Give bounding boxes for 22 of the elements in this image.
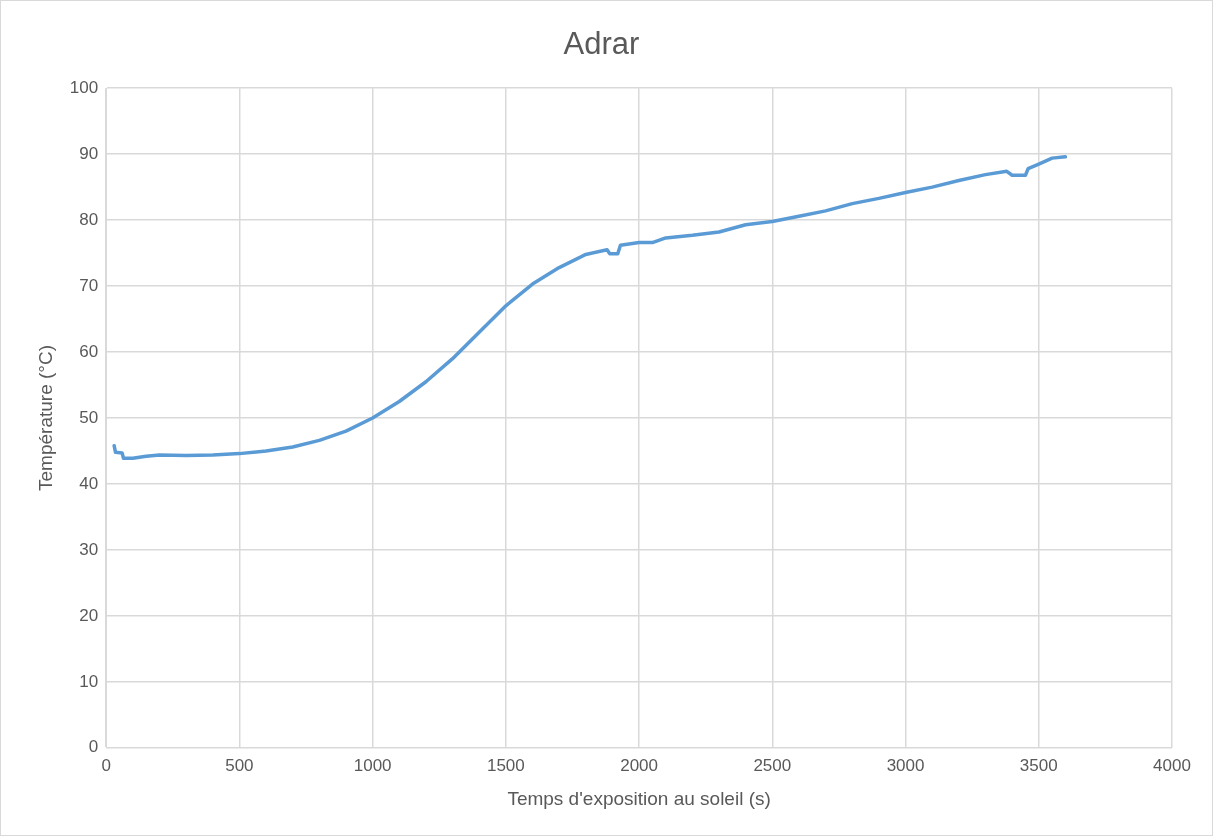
y-tick-label: 60 [79,341,99,361]
y-tick-label: 100 [69,77,99,97]
y-tick-label: 70 [79,275,99,295]
chart-title: Adrar [563,26,640,62]
x-tick-label: 2500 [753,755,792,775]
y-tick-label: 10 [79,671,99,691]
x-axis-title: Temps d'exposition au soleil (s) [507,787,771,809]
y-tick-label: 20 [79,605,99,625]
y-tick-label: 30 [79,539,99,559]
y-tick-label: 80 [79,209,99,229]
x-tick-label: 1000 [353,755,392,775]
y-axis-title: Température (°C) [34,345,56,491]
x-tick-label: 500 [225,755,254,775]
y-tick-label: 50 [79,407,99,427]
x-tick-label: 2000 [620,755,658,775]
x-tick-label: 3000 [886,755,925,775]
y-tick-label: 0 [88,737,99,757]
y-tick-label: 90 [79,143,99,163]
x-tick-label: 4000 [1153,755,1191,775]
y-tick-label: 40 [79,473,99,493]
x-tick-label: 1500 [486,755,525,775]
x-tick-label: 3500 [1019,755,1058,775]
